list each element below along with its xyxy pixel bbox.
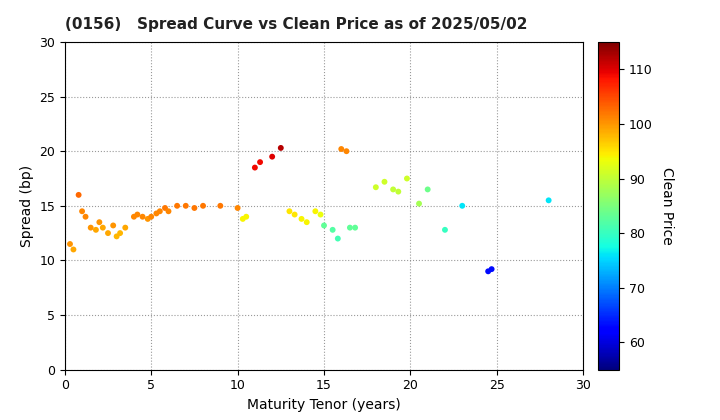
Point [456,202,468,209]
Point [318,222,330,229]
Point [145,213,157,220]
Point [349,224,361,231]
Point [332,235,343,242]
Point [189,205,200,211]
Point [310,208,321,215]
Point [90,226,102,233]
Point [254,159,266,165]
Point [180,202,192,209]
Point [150,210,162,217]
Point [114,230,126,236]
Point [154,208,166,215]
Point [232,205,243,211]
Point [64,241,76,247]
Point [315,211,326,218]
Point [215,202,226,209]
Y-axis label: Spread (bp): Spread (bp) [19,165,34,247]
Point [275,144,287,151]
Point [171,202,183,209]
Point [370,184,382,191]
Point [344,224,356,231]
Point [336,146,347,152]
Point [137,213,148,220]
Point [543,197,554,204]
X-axis label: Maturity Tenor (years): Maturity Tenor (years) [247,398,401,412]
Point [439,226,451,233]
Point [237,215,248,222]
Point [301,219,312,226]
Point [76,208,88,215]
Point [486,266,498,273]
Point [197,202,209,209]
Point [482,268,494,275]
Point [132,211,143,218]
Point [94,219,105,226]
Point [341,148,352,155]
Point [128,213,140,220]
Point [142,215,153,222]
Point [80,213,91,220]
Point [107,222,119,229]
Point [327,226,338,233]
Point [401,175,413,182]
Point [392,188,404,195]
Point [296,215,307,222]
Point [413,200,425,207]
Y-axis label: Clean Price: Clean Price [660,167,674,245]
Point [240,213,252,220]
Point [422,186,433,193]
Point [85,224,96,231]
Point [289,211,300,218]
Point [387,186,399,193]
Point [68,246,79,253]
Point [111,233,122,240]
Point [249,164,261,171]
Point [97,224,109,231]
Point [284,208,295,215]
Text: (0156)   Spread Curve vs Clean Price as of 2025/05/02: (0156) Spread Curve vs Clean Price as of… [65,17,527,32]
Point [266,153,278,160]
Point [120,224,131,231]
Point [159,205,171,211]
Point [102,230,114,236]
Point [73,192,84,198]
Point [163,208,174,215]
Point [379,178,390,185]
